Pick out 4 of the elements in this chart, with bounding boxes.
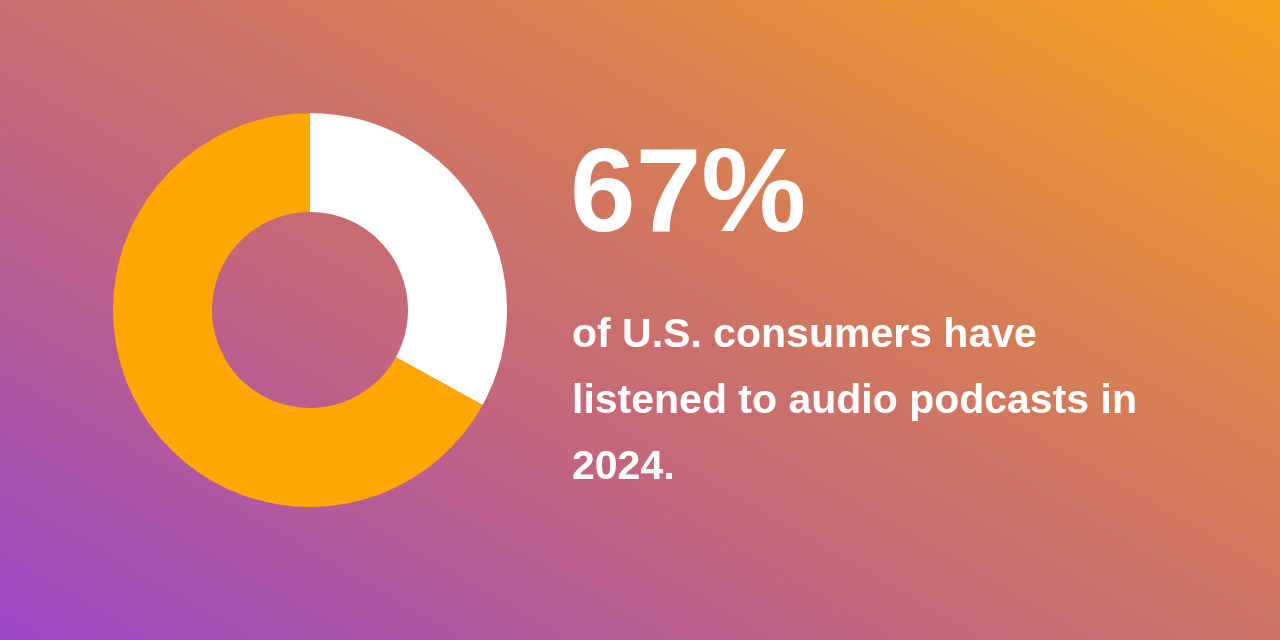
donut-slice [113, 113, 483, 507]
chart-title: 67% [570, 123, 807, 258]
donut-slice [310, 113, 507, 405]
text: of U.S. consumers have listened to audio podcasts in 2024. [572, 309, 1138, 490]
